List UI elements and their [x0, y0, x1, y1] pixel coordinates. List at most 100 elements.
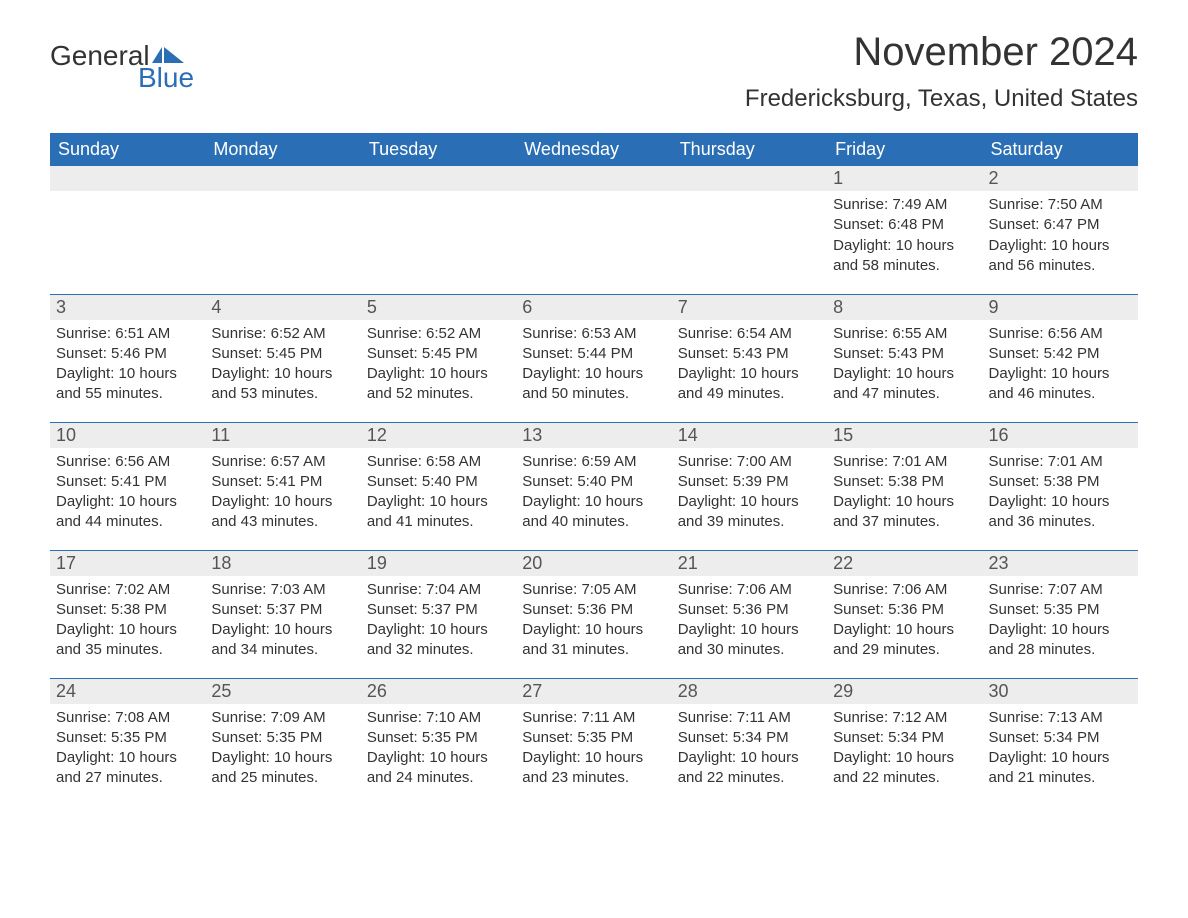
day-number: 12 [361, 423, 516, 448]
sunrise-line-label: Sunrise: [678, 709, 737, 726]
cell-body: Sunrise: 6:54 AMSunset: 5:43 PMDaylight:… [672, 320, 827, 411]
daylight-line: Daylight: 10 hours and 29 minutes. [833, 620, 976, 661]
calendar-cell: 28Sunrise: 7:11 AMSunset: 5:34 PMDayligh… [672, 678, 827, 806]
weekday-header: Wednesday [516, 133, 671, 166]
daylight-line-label: Daylight: [522, 749, 585, 766]
cell-body: Sunrise: 7:01 AMSunset: 5:38 PMDaylight:… [983, 448, 1138, 539]
daylight-line: Daylight: 10 hours and 44 minutes. [56, 492, 199, 533]
sunrise-line-value: 7:12 AM [892, 709, 947, 726]
sunset-line-value: 5:36 PM [577, 601, 633, 618]
day-number: 25 [205, 679, 360, 704]
sunrise-line-label: Sunrise: [678, 581, 737, 598]
sunrise-line: Sunrise: 7:01 AM [833, 452, 976, 472]
sunset-line-value: 5:43 PM [733, 345, 789, 362]
cell-body: Sunrise: 7:04 AMSunset: 5:37 PMDaylight:… [361, 576, 516, 667]
calendar-cell: 1Sunrise: 7:49 AMSunset: 6:48 PMDaylight… [827, 166, 982, 294]
sunrise-line-value: 6:52 AM [271, 325, 326, 342]
calendar-cell: 23Sunrise: 7:07 AMSunset: 5:35 PMDayligh… [983, 550, 1138, 678]
sunset-line-value: 5:38 PM [111, 601, 167, 618]
daylight-line-label: Daylight: [833, 365, 896, 382]
sunset-line-value: 5:45 PM [422, 345, 478, 362]
sunrise-line: Sunrise: 6:52 AM [211, 324, 354, 344]
sunrise-line-label: Sunrise: [367, 709, 426, 726]
sunset-line: Sunset: 5:40 PM [522, 472, 665, 492]
calendar-cell: 22Sunrise: 7:06 AMSunset: 5:36 PMDayligh… [827, 550, 982, 678]
sunset-line-value: 5:41 PM [266, 473, 322, 490]
sunset-line-value: 5:40 PM [577, 473, 633, 490]
page-title: November 2024 [745, 30, 1138, 75]
sunset-line: Sunset: 5:45 PM [367, 344, 510, 364]
daylight-line: Daylight: 10 hours and 22 minutes. [678, 748, 821, 789]
sunrise-line: Sunrise: 7:01 AM [989, 452, 1132, 472]
daylight-line: Daylight: 10 hours and 41 minutes. [367, 492, 510, 533]
cell-body: Sunrise: 7:11 AM Sunset: 5:34 PMDaylight:… [672, 704, 827, 795]
sunset-line: Sunset: 5:36 PM [678, 600, 821, 620]
daylight-line-label: Daylight: [522, 493, 585, 510]
sunset-line-value: 5:37 PM [266, 601, 322, 618]
weekday-header: Thursday [672, 133, 827, 166]
calendar-cell: 26Sunrise: 7:10 AMSunset: 5:35 PMDayligh… [361, 678, 516, 806]
daylight-line-label: Daylight: [211, 493, 274, 510]
daylight-line: Daylight: 10 hours and 28 minutes. [989, 620, 1132, 661]
sunset-line-value: 6:47 PM [1044, 216, 1100, 233]
calendar-cell [672, 166, 827, 294]
daylight-line-label: Daylight: [833, 749, 896, 766]
sunset-line-label: Sunset: [989, 345, 1044, 362]
calendar-cell: 18Sunrise: 7:03 AMSunset: 5:37 PMDayligh… [205, 550, 360, 678]
sunset-line-label: Sunset: [833, 473, 888, 490]
sunset-line-label: Sunset: [211, 473, 266, 490]
sunset-line-label: Sunset: [56, 473, 111, 490]
sunset-line-label: Sunset: [522, 729, 577, 746]
cell-body: Sunrise: 6:52 AMSunset: 5:45 PMDaylight:… [205, 320, 360, 411]
cell-body: Sunrise: 7:49 AMSunset: 6:48 PMDaylight:… [827, 191, 982, 282]
daylight-line: Daylight: 10 hours and 35 minutes. [56, 620, 199, 661]
sunset-line: Sunset: 5:38 PM [56, 600, 199, 620]
sunrise-line: Sunrise: 7:04 AM [367, 580, 510, 600]
daylight-line-label: Daylight: [56, 365, 119, 382]
sunrise-line-label: Sunrise: [989, 581, 1048, 598]
daylight-line-label: Daylight: [678, 749, 741, 766]
sunrise-line-value: 7:01 AM [892, 453, 947, 470]
sunset-line: Sunset: 5:36 PM [833, 600, 976, 620]
calendar-week: 17Sunrise: 7:02 AMSunset: 5:38 PMDayligh… [50, 550, 1138, 678]
sunset-line: Sunset: 5:43 PM [678, 344, 821, 364]
sunset-line-label: Sunset: [367, 601, 422, 618]
sunrise-line-value: 6:57 AM [271, 453, 326, 470]
sunset-line-value: 5:38 PM [1044, 473, 1100, 490]
sunrise-line-value: 7:11 AM [737, 709, 791, 726]
sunrise-line-label: Sunrise: [678, 453, 737, 470]
daylight-line: Daylight: 10 hours and 58 minutes. [833, 236, 976, 277]
daylight-line: Daylight: 10 hours and 40 minutes. [522, 492, 665, 533]
sunrise-line-value: 7:13 AM [1048, 709, 1103, 726]
calendar-cell: 12Sunrise: 6:58 AMSunset: 5:40 PMDayligh… [361, 422, 516, 550]
sunset-line-value: 5:35 PM [422, 729, 478, 746]
cell-body: Sunrise: 7:00 AMSunset: 5:39 PMDaylight:… [672, 448, 827, 539]
daynum-bar-empty [361, 166, 516, 191]
sunset-line: Sunset: 5:34 PM [678, 728, 821, 748]
calendar-cell: 13Sunrise: 6:59 AMSunset: 5:40 PMDayligh… [516, 422, 671, 550]
sunrise-line: Sunrise: 7:49 AM [833, 195, 976, 215]
day-number: 10 [50, 423, 205, 448]
calendar-cell: 19Sunrise: 7:04 AMSunset: 5:37 PMDayligh… [361, 550, 516, 678]
calendar-cell: 14Sunrise: 7:00 AMSunset: 5:39 PMDayligh… [672, 422, 827, 550]
daylight-line: Daylight: 10 hours and 22 minutes. [833, 748, 976, 789]
sunrise-line-value: 7:04 AM [426, 581, 481, 598]
sunrise-line-label: Sunrise: [56, 581, 115, 598]
daylight-line-label: Daylight: [211, 749, 274, 766]
sunrise-line: Sunrise: 7:50 AM [989, 195, 1132, 215]
cell-body: Sunrise: 6:55 AMSunset: 5:43 PMDaylight:… [827, 320, 982, 411]
sunrise-line: Sunrise: 7:12 AM [833, 708, 976, 728]
cell-body: Sunrise: 7:01 AMSunset: 5:38 PMDaylight:… [827, 448, 982, 539]
cell-body: Sunrise: 6:51 AMSunset: 5:46 PMDaylight:… [50, 320, 205, 411]
day-number: 23 [983, 551, 1138, 576]
calendar-cell: 15Sunrise: 7:01 AMSunset: 5:38 PMDayligh… [827, 422, 982, 550]
sunrise-line-label: Sunrise: [367, 581, 426, 598]
logo: General Blue [50, 40, 194, 94]
sunset-line-value: 5:45 PM [266, 345, 322, 362]
calendar-cell: 2Sunrise: 7:50 AMSunset: 6:47 PMDaylight… [983, 166, 1138, 294]
sunrise-line: Sunrise: 7:02 AM [56, 580, 199, 600]
sunset-line-label: Sunset: [678, 345, 733, 362]
sunset-line: Sunset: 5:39 PM [678, 472, 821, 492]
sunrise-line: Sunrise: 7:10 AM [367, 708, 510, 728]
sunset-line-label: Sunset: [367, 345, 422, 362]
